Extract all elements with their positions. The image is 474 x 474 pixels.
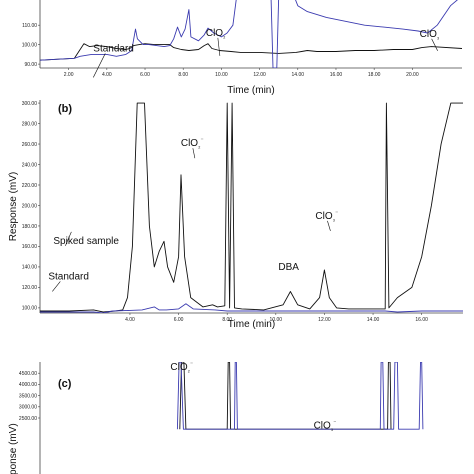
annotation-arrow [327,220,331,231]
x-axis-title: Time (min) [227,85,274,96]
x-tick-label: 10.00 [270,317,283,323]
annotation-arrow [93,53,106,78]
y-tick-label: 3500.00 [19,393,37,399]
panel-label: (b) [58,103,72,115]
x-tick-label: 14.00 [367,317,380,323]
y-tick-label: 260.00 [22,142,38,148]
panel-b: 300.00 280.00 260.00 240.00 220.00 200.00 180.… [8,100,463,330]
y-tick-label: 100.00 [22,42,38,48]
series-line-black [179,362,392,430]
y-tick-label: 3000.00 [19,405,37,411]
annotation-label: ClO₃⁻ [314,420,337,432]
y-tick-label: 280.00 [22,121,38,127]
series-line-blue [40,303,463,313]
y-tick-label: 140.00 [22,265,38,271]
annotation-arrow [217,37,221,56]
x-tick-label: 6.00 [140,72,150,78]
annotation-label: Spiked sample [53,236,119,247]
series-line-blue [40,0,458,68]
y-tick-label: 2500.00 [19,416,37,422]
annotation-arrow [65,231,72,247]
panel-c: 4500.00 4000.00 3500.00 3000.00 2500.00Respo… [8,362,424,474]
y-tick-label: 4000.00 [19,382,37,388]
annotation-label: ClO₂ [206,28,226,40]
x-tick-label: 2.00 [64,72,74,78]
x-tick-label: 4.00 [125,317,135,323]
panel-a: 110.00 100.00 90.00 2.00 4.00 6.00 8.00 10.00 12… [22,0,462,96]
annotation-label: DBA [278,262,299,273]
x-tick-label: 12.00 [253,72,266,78]
x-tick-label: 12.00 [318,317,331,323]
series-line-blue [176,362,424,430]
x-tick-label: 16.00 [330,72,343,78]
y-axis-title: Response (mV) [8,423,19,474]
x-axis-title: Time (min) [228,319,275,330]
annotation-arrow [431,38,438,51]
x-tick-label: 10.00 [215,72,228,78]
annotation-arrow [192,148,196,159]
annotation-label: Standard [48,271,89,282]
annotation-label: ClO₃⁻ [315,211,338,223]
y-tick-label: 180.00 [22,224,38,230]
annotation-label: ClO₃ [420,29,440,41]
x-tick-label: 20.00 [406,72,419,78]
panel-label: (c) [58,378,72,390]
annotation-arrow [52,281,61,292]
x-tick-label: 6.00 [174,317,184,323]
y-tick-label: 120.00 [22,285,38,291]
x-tick-label: 8.00 [178,72,188,78]
series-line-black [40,102,463,313]
x-tick-label: 18.00 [368,72,381,78]
y-tick-label: 220.00 [22,183,38,189]
annotation-label: ClO₂⁻ [170,362,193,374]
annotation-label: Standard [93,43,134,54]
y-tick-label: 100.00 [22,306,38,312]
x-tick-label: 8.00 [222,317,232,323]
annotation-label: ClO₂⁻ [181,138,204,150]
x-tick-label: 4.00 [102,72,112,78]
y-tick-label: 90.00 [24,62,37,68]
x-tick-label: 16.00 [415,317,428,323]
series-line-black [40,43,462,61]
x-tick-label: 14.00 [292,72,305,78]
y-tick-label: 160.00 [22,244,38,250]
y-tick-label: 300.00 [22,101,38,107]
y-tick-label: 4500.00 [19,371,37,377]
y-tick-label: 240.00 [22,162,38,168]
y-tick-label: 110.00 [22,23,37,29]
y-axis-title: Response (mV) [8,172,19,241]
y-tick-label: 200.00 [22,203,38,209]
